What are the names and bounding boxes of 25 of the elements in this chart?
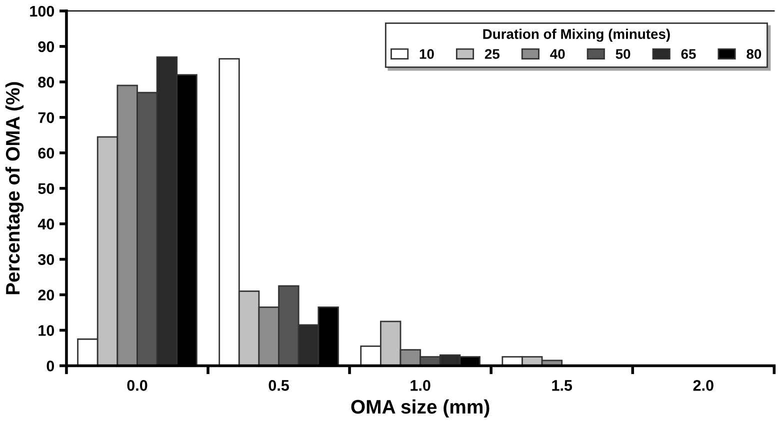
y-tick-label: 100: [30, 6, 54, 17]
y-tick-label: 20: [38, 290, 54, 300]
legend-label: 10: [420, 49, 434, 59]
x-tick-label: 2.0: [693, 380, 714, 391]
legend-label: 65: [681, 49, 696, 59]
y-tick-label: 10: [38, 325, 54, 336]
x-tick-label: 0.5: [268, 380, 289, 391]
legend-title: Duration of Mixing (minutes): [483, 28, 670, 42]
y-tick-label: 90: [38, 41, 54, 52]
x-tick-label: 0.0: [127, 380, 148, 391]
legend-label: 50: [616, 49, 630, 59]
x-axis-title: OMA size (mm): [351, 399, 490, 418]
y-tick-label: 50: [38, 183, 54, 194]
x-tick-label: 1.5: [552, 380, 572, 391]
x-tick-label: 1.0: [410, 380, 430, 391]
y-tick-label: 0: [46, 360, 54, 372]
legend-label: 25: [484, 49, 500, 59]
y-tick-label: 30: [38, 254, 54, 266]
y-axis-title: Percentage of OMA (%): [5, 82, 24, 294]
legend-label: 80: [746, 49, 762, 59]
y-tick-label: 80: [38, 76, 54, 88]
y-tick-label: 70: [38, 112, 54, 124]
y-tick-label: 40: [38, 218, 54, 230]
y-tick-label: 60: [38, 148, 54, 159]
legend-label: 40: [550, 49, 565, 59]
